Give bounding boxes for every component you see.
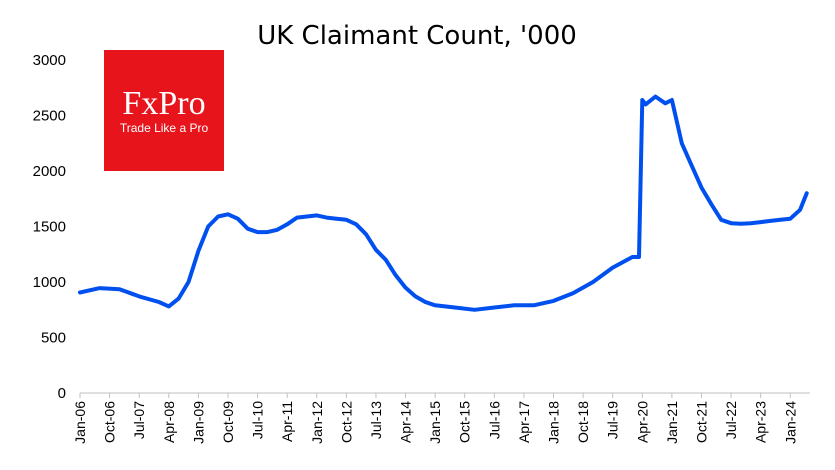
series-line bbox=[78, 94, 809, 312]
x-tick-label: Jul-07 bbox=[131, 401, 147, 439]
x-tick-label: Jan-24 bbox=[782, 401, 798, 444]
x-tick-label: Jan-21 bbox=[664, 401, 680, 444]
x-tick-label: Jul-10 bbox=[250, 401, 266, 439]
y-tick-label: 2000 bbox=[33, 163, 66, 180]
x-tick-label: Jul-22 bbox=[723, 401, 739, 439]
y-tick-label: 0 bbox=[58, 385, 66, 402]
x-tick-label: Apr-14 bbox=[398, 401, 414, 443]
x-tick-label: Apr-23 bbox=[753, 401, 769, 443]
x-tick-label: Jul-13 bbox=[368, 401, 384, 439]
y-tick-label: 1000 bbox=[33, 274, 66, 291]
x-tick-label: Oct-09 bbox=[220, 401, 236, 443]
x-tick-label: Jul-16 bbox=[486, 401, 502, 439]
y-tick-label: 2500 bbox=[33, 108, 66, 125]
x-tick-label: Jul-19 bbox=[605, 401, 621, 439]
x-tick-label: Oct-12 bbox=[338, 401, 354, 443]
x-tick-label: Jan-09 bbox=[190, 401, 206, 444]
x-tick-label: Apr-17 bbox=[516, 401, 532, 443]
x-axis: Jan-06 Oct-06 Jul-07 Apr-08 Jan-09 Oct-09 Jul-… bbox=[72, 392, 810, 444]
logo-background bbox=[104, 50, 224, 171]
chart-title: UK Claimant Count, '000 bbox=[257, 21, 577, 51]
brand-logo: FxPro Trade Like a Pro bbox=[104, 50, 224, 171]
x-tick-label: Apr-11 bbox=[279, 401, 295, 442]
logo-text: FxPro bbox=[122, 85, 205, 122]
x-tick-label: Jan-15 bbox=[427, 401, 443, 444]
y-tick-label: 3000 bbox=[33, 52, 66, 69]
x-tick-label: Oct-21 bbox=[693, 401, 709, 443]
x-tick-label: Jan-06 bbox=[72, 401, 88, 444]
x-tick-label: Jan-18 bbox=[546, 401, 562, 444]
logo-tagline: Trade Like a Pro bbox=[120, 121, 209, 135]
y-tick-label: 1500 bbox=[33, 219, 66, 236]
y-tick-label: 500 bbox=[41, 330, 66, 347]
x-tick-label: Apr-20 bbox=[634, 401, 650, 443]
x-tick-label: Oct-18 bbox=[575, 401, 591, 443]
y-axis: 0 500 1000 1500 2000 2500 3000 bbox=[33, 52, 66, 402]
x-tick-label: Apr-08 bbox=[161, 401, 177, 443]
x-tick-label: Jan-12 bbox=[309, 401, 325, 444]
plot-area bbox=[78, 94, 809, 312]
x-tick-label: Oct-15 bbox=[457, 401, 473, 443]
x-tick-label: Oct-06 bbox=[102, 401, 118, 443]
